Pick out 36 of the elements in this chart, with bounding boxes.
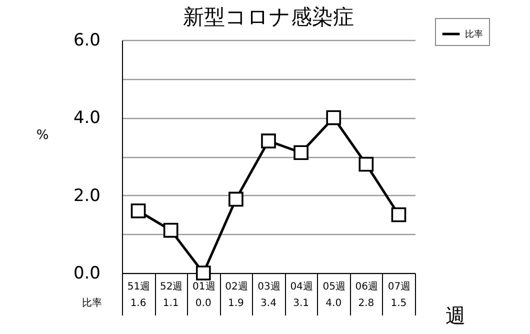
y-tick-label: 6.0 (73, 30, 100, 50)
point (294, 145, 308, 160)
point (261, 134, 276, 148)
legend-label: 比率 (465, 29, 483, 40)
data-label: 1.6 (130, 298, 146, 309)
point (391, 207, 406, 222)
x-tick-label: 06週 (355, 282, 378, 292)
x-tick-label: 07週 (388, 282, 411, 292)
x-tick-label: 01週 (192, 282, 216, 292)
data-label: 2.8 (358, 298, 374, 309)
x-tick-label: 03週 (258, 282, 280, 292)
point (196, 266, 211, 280)
point (228, 192, 244, 207)
y-axis-title: % (36, 128, 49, 143)
x-axis-title: 週 (446, 304, 466, 328)
point (130, 203, 146, 218)
data-label: 3.4 (260, 298, 276, 309)
y-tick-label: 0.0 (73, 264, 100, 284)
data-label: 1.1 (162, 298, 179, 309)
text: 比率 (82, 298, 102, 309)
x-tick-label: 04週 (290, 282, 313, 292)
data-label: 0.0 (195, 298, 212, 309)
x-tick-label: 05週 (322, 282, 346, 292)
x-tick-label: 52週 (160, 282, 183, 292)
point (358, 156, 374, 172)
data-label: 4.0 (326, 298, 342, 309)
x-tick-label: 51週 (127, 282, 150, 292)
point (163, 222, 178, 238)
x-tick-label: 02週 (225, 282, 248, 292)
y-tick-label: 2.0 (73, 186, 100, 206)
y-tick-label: 4.0 (73, 108, 100, 128)
chart-title: 新型コロナ感染症 (183, 5, 354, 29)
point (326, 110, 342, 126)
data-label: 1.5 (390, 298, 407, 309)
data-label: 1.9 (228, 298, 244, 309)
data-label: 3.1 (293, 298, 310, 309)
